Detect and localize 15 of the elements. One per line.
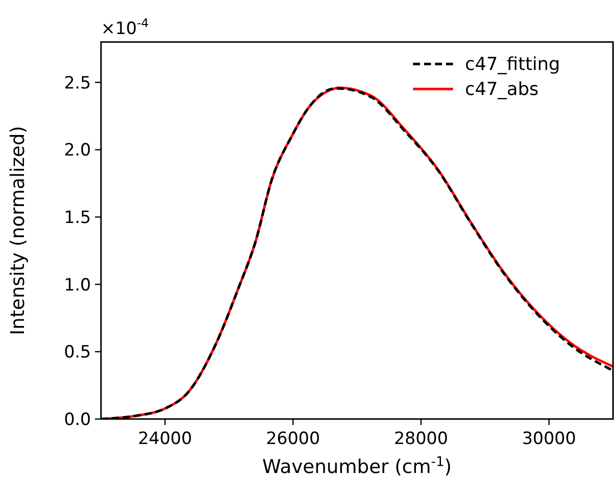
y-tick-label: 2.0 xyxy=(64,140,91,161)
legend-label: c47_abs xyxy=(465,79,539,100)
x-axis-title: Wavenumber (cm$^{-1}$) xyxy=(262,454,452,478)
x-tick-label: 24000 xyxy=(138,429,192,449)
y-axis-title: Intensity (normalized) xyxy=(7,126,29,336)
text: ×10$^{-4}$ xyxy=(101,16,149,39)
x-tick-label: 28000 xyxy=(394,429,448,449)
x-tick-label: 30000 xyxy=(522,429,576,449)
y-tick-label: 1.0 xyxy=(64,275,91,296)
x-tick-label: 26000 xyxy=(266,429,320,449)
y-tick-label: 0.0 xyxy=(64,410,91,430)
y-tick-label: 0.5 xyxy=(64,342,91,363)
y-tick-label: 1.5 xyxy=(64,208,91,228)
y-tick-label: 2.5 xyxy=(64,73,91,94)
legend-label: c47_fitting xyxy=(465,54,560,75)
